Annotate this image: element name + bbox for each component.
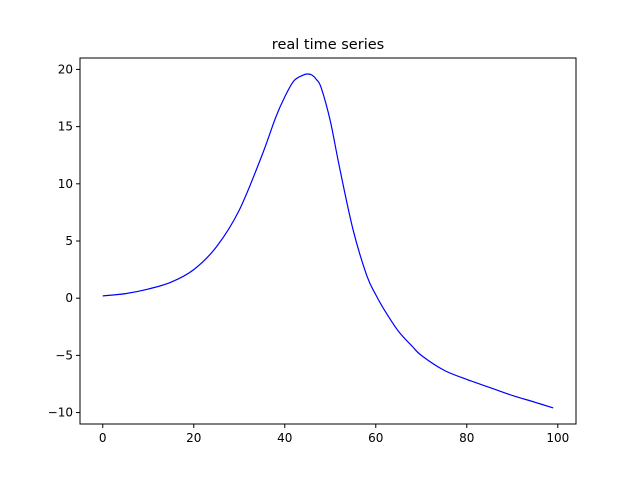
x-tick-label: 60 xyxy=(368,431,383,445)
y-tick-label: 10 xyxy=(58,177,73,191)
y-tick-label: 15 xyxy=(58,120,73,134)
axes-frame xyxy=(79,57,577,425)
y-tick-label: 20 xyxy=(58,62,73,76)
y-tick-label: −10 xyxy=(48,406,73,420)
series-line xyxy=(102,73,554,409)
y-tick-label: 0 xyxy=(65,291,73,305)
x-tick-label: 20 xyxy=(186,431,201,445)
x-tick-label: 100 xyxy=(546,431,569,445)
x-tick-label: 0 xyxy=(99,431,107,445)
y-tick-label: 5 xyxy=(65,234,73,248)
y-tick-label: −5 xyxy=(55,348,73,362)
plot-area: 0 20 40 60 80 100 −10 −5 0 5 10 15 20 xyxy=(48,62,570,445)
chart-title: real time series xyxy=(272,37,384,53)
x-tick-label: 80 xyxy=(459,431,474,445)
x-tick-label: 40 xyxy=(277,431,292,445)
